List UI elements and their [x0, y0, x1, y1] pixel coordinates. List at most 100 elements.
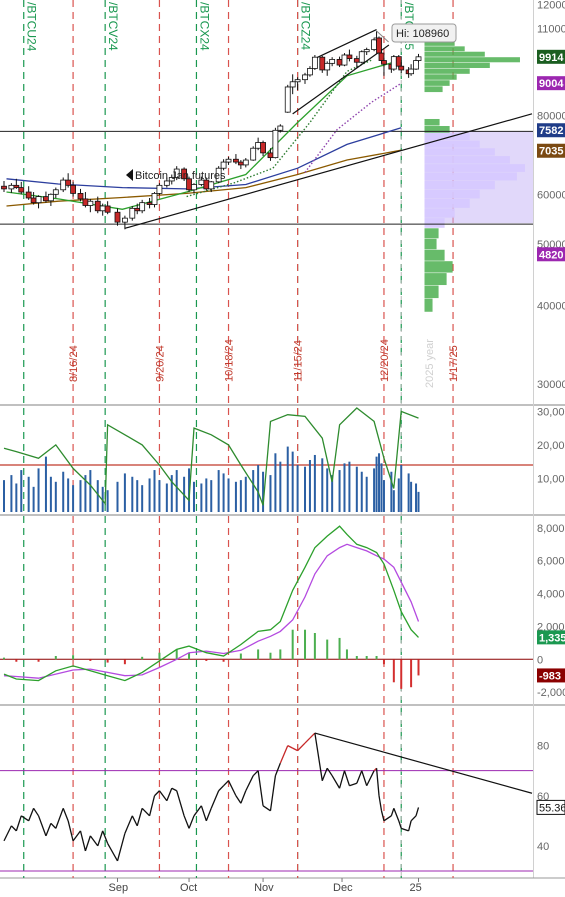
macd-histogram-bar: [257, 649, 260, 660]
contract-roll-label: /BTCZ24: [299, 2, 313, 50]
candle-body: [395, 56, 402, 67]
rsi-line-segment: [158, 790, 168, 802]
rsi-line-segment: [401, 827, 409, 832]
price-trendline: [292, 44, 390, 115]
volume-bar: [131, 476, 134, 512]
rsi-line-segment: [321, 767, 328, 781]
candle-body: [415, 56, 422, 61]
candle-body: [104, 205, 111, 213]
rsi-line-segment: [331, 775, 341, 789]
volume-bar: [269, 475, 272, 512]
candle-body: [376, 37, 382, 54]
macd-badge: [537, 630, 565, 645]
volume-panel: 30,000 20,000 10,000: [0, 406, 565, 512]
volume-bar: [106, 490, 109, 512]
volume-bar: [49, 476, 52, 512]
volume-profile-bar: [424, 86, 443, 93]
year-marker-label: 2025 year: [424, 339, 436, 388]
candle-body: [378, 52, 385, 61]
rsi-line-segment: [235, 795, 242, 804]
candle-body: [336, 59, 343, 66]
candle-body: [121, 217, 128, 223]
macd-histogram-bar: [279, 649, 282, 660]
price-tick-label: 110000: [537, 23, 565, 35]
price-panel: /BTCU24/BTCV24/BTCX24/BTCZ24/BTCF258/16/…: [0, 0, 565, 391]
volume-profile-bar: [424, 238, 437, 250]
volume-bar: [170, 475, 173, 512]
rsi-line-segment: [314, 732, 323, 781]
volume-bar: [296, 465, 299, 512]
macd-histogram-bar: [410, 659, 413, 688]
candle-body: [8, 184, 15, 190]
volume-bar: [153, 470, 156, 512]
volume-profile-bar: [424, 156, 510, 164]
candle-body: [30, 197, 37, 204]
volume-bar: [375, 456, 378, 512]
macd-histogram-bar: [89, 659, 92, 661]
candle-body: [329, 59, 336, 64]
candle-body: [237, 161, 244, 166]
volume-profile-bar: [424, 80, 450, 86]
rsi-line-segment: [176, 790, 185, 817]
rsi-line-segment: [375, 768, 380, 796]
volume-bar: [20, 470, 23, 512]
price-badge-label: 9004: [539, 78, 564, 90]
month-label: Nov: [254, 882, 274, 894]
candle-body: [173, 168, 180, 178]
volume-bar: [279, 461, 282, 512]
candle-body: [307, 68, 313, 76]
volume-bar: [392, 490, 395, 512]
volume-bar: [188, 468, 191, 512]
volume-bar: [158, 480, 161, 512]
volume-bar: [123, 473, 126, 512]
volume-bar: [338, 470, 341, 512]
rsi-line-segment: [148, 795, 156, 816]
high-price-label: Hi: 108960: [396, 28, 449, 40]
macd-histogram-bar: [392, 659, 395, 683]
volume-profile-bar: [424, 164, 525, 172]
price-badge-label: 4820: [539, 249, 563, 261]
rsi-line-segment: [309, 732, 316, 739]
volume-bar: [304, 466, 307, 512]
candle-body: [168, 177, 175, 182]
volume-profile-bar: [424, 249, 445, 261]
price-badge-label: 7582: [539, 125, 563, 137]
volume-bar: [397, 478, 400, 512]
expiry-date-label: 9/20/24: [154, 345, 166, 382]
macd-tick-label: 4,000: [537, 589, 565, 601]
volume-bar: [62, 471, 65, 512]
expiry-date-label: 8/16/24: [68, 345, 80, 382]
volume-profile-bar: [424, 261, 453, 273]
volume-bar: [79, 480, 82, 512]
chart-note: Bitcoin Jan futures: [135, 170, 226, 182]
volume-tick-label: 30,000: [537, 406, 565, 418]
candle-body: [272, 129, 279, 159]
rsi-trendline: [314, 732, 533, 794]
macd-histogram-bar: [54, 656, 57, 660]
volume-bar: [360, 471, 363, 512]
price-badge: [537, 49, 565, 64]
macd-histogram-bar: [382, 659, 385, 665]
candle-body: [163, 180, 170, 186]
rsi-line-segment: [166, 788, 173, 802]
rsi-line-segment: [205, 808, 212, 822]
candle-body: [277, 125, 284, 131]
candle-body: [260, 142, 266, 154]
price-tick-label: 40000: [537, 300, 565, 312]
month-label: Dec: [333, 882, 353, 894]
volume-bar: [136, 480, 139, 512]
rsi-line-segment: [15, 815, 22, 832]
volume-bar: [148, 478, 151, 512]
rsi-line-segment: [356, 770, 363, 784]
candle-body: [87, 200, 94, 206]
price-badge-label: 9914: [539, 52, 564, 64]
price-badge: [537, 143, 565, 158]
axes: Sep Oct Nov Dec 25: [108, 878, 422, 894]
candle-body: [156, 184, 163, 194]
expiry-date-label: 12/20/24: [379, 339, 391, 382]
volume-profile-bar: [424, 180, 495, 190]
rsi-line-segment: [393, 808, 400, 822]
rsi-tick-label: 80: [537, 741, 549, 753]
volume-bar: [3, 480, 5, 512]
candle-body: [60, 179, 67, 191]
